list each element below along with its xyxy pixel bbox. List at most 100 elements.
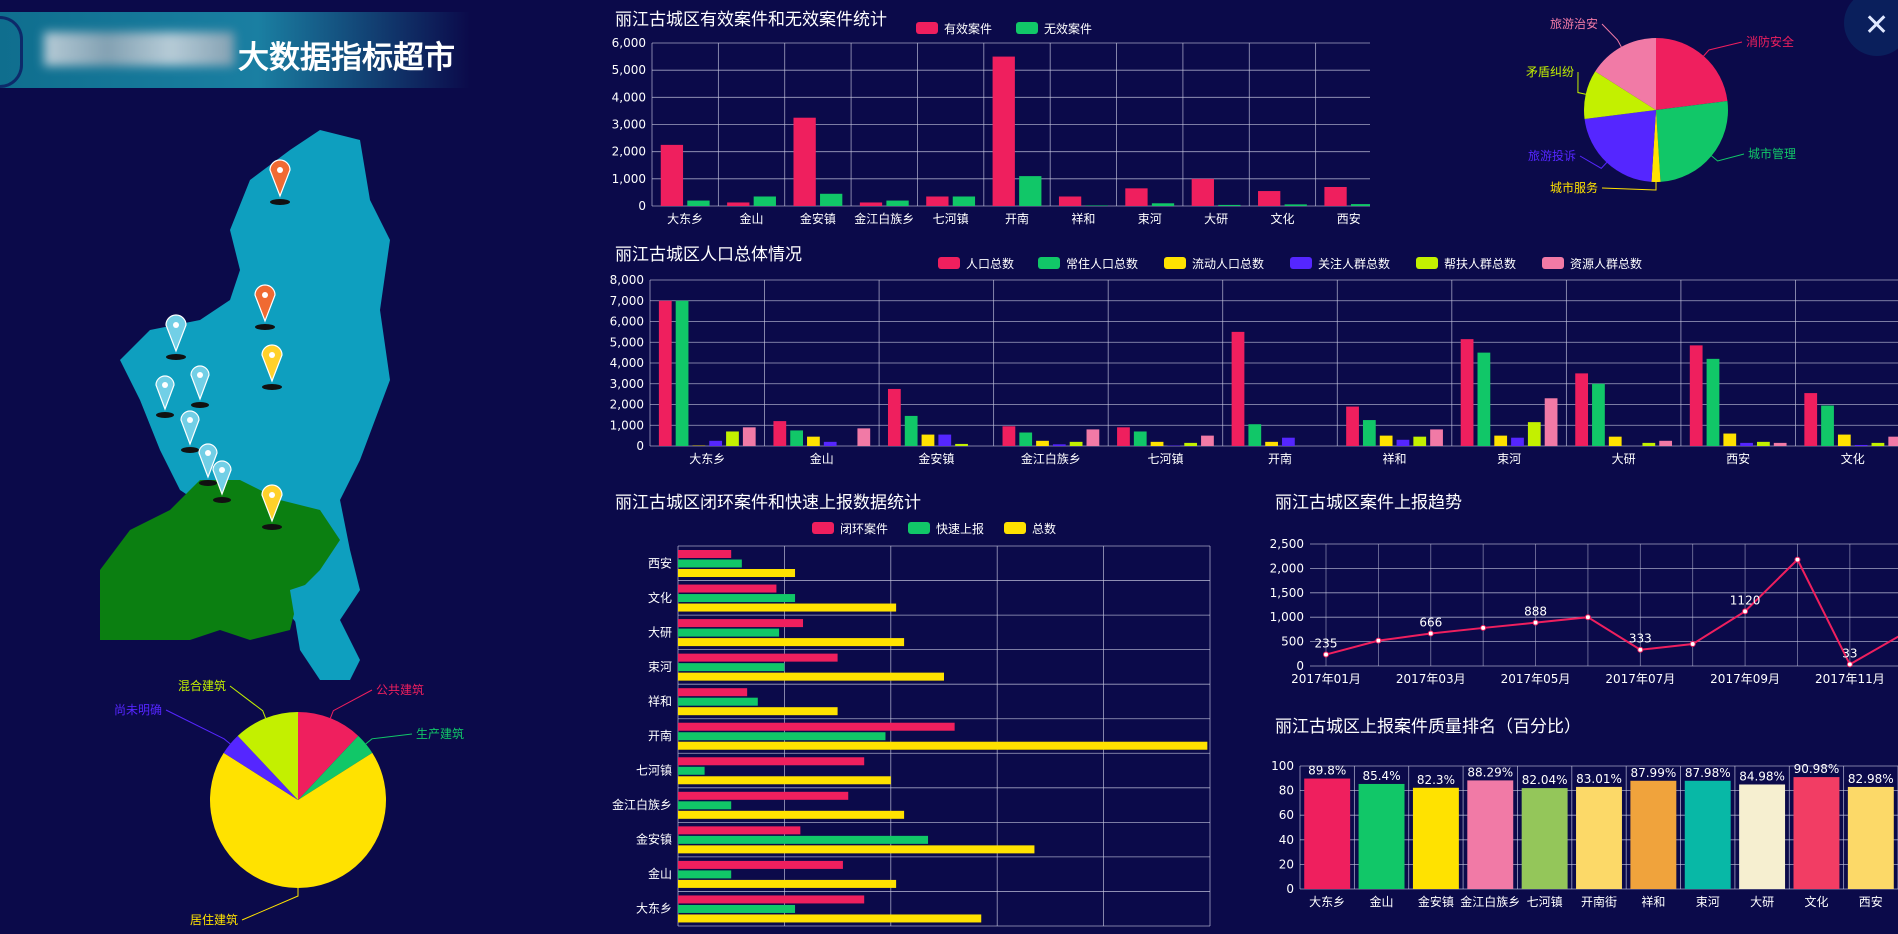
bar[interactable] [678,895,864,903]
bar[interactable] [1592,384,1605,446]
bar[interactable] [1838,435,1851,446]
bar[interactable] [1522,788,1568,889]
bar[interactable] [857,428,870,446]
bar[interactable] [1872,443,1885,446]
bar[interactable] [1265,442,1278,446]
bar[interactable] [1575,373,1588,446]
bar[interactable] [678,826,800,834]
bar[interactable] [1248,424,1261,446]
bar[interactable] [1232,332,1245,446]
bar[interactable] [678,776,891,784]
bar[interactable] [1201,436,1214,446]
bar[interactable] [678,870,731,878]
legend-label[interactable]: 资源人群总数 [1570,256,1642,271]
bar[interactable] [1134,431,1147,446]
bar[interactable] [726,431,739,446]
bar[interactable] [678,619,803,627]
bar[interactable] [1085,205,1107,206]
bar[interactable] [687,201,709,206]
legend-swatch[interactable] [916,22,938,34]
bar[interactable] [678,638,904,646]
bar[interactable] [1461,339,1474,446]
bar[interactable] [955,444,968,446]
bar[interactable] [1117,427,1130,446]
bar[interactable] [1821,406,1834,446]
bar[interactable] [1804,393,1817,446]
bar[interactable] [773,421,786,446]
bar[interactable] [1659,441,1672,446]
legend-swatch[interactable] [812,522,834,534]
bar[interactable] [1184,443,1197,446]
legend-label[interactable]: 帮扶人群总数 [1444,256,1516,271]
bar[interactable] [678,905,795,913]
bar[interactable] [1151,442,1164,446]
bar[interactable] [1609,437,1622,446]
bar[interactable] [1774,443,1787,446]
pie-slice[interactable] [1656,101,1728,182]
bar[interactable] [1528,422,1541,446]
legend-swatch[interactable] [1416,257,1438,269]
bar[interactable] [678,723,955,731]
bar[interactable] [922,435,935,446]
bar[interactable] [1685,781,1731,889]
bar[interactable] [754,196,776,206]
bar[interactable] [678,801,731,809]
bar[interactable] [905,416,918,446]
legend-label[interactable]: 总数 [1032,521,1056,536]
bar[interactable] [1351,204,1370,206]
bar[interactable] [678,550,731,558]
bar[interactable] [1430,429,1443,446]
bar[interactable] [1304,779,1350,889]
bar[interactable] [1397,440,1410,446]
data-point[interactable] [1481,625,1486,630]
legend-label[interactable]: 有效案件 [944,21,992,36]
data-point[interactable] [1795,557,1800,562]
legend-swatch[interactable] [1164,257,1186,269]
bar[interactable] [678,861,843,869]
bar[interactable] [1019,433,1032,446]
bar[interactable] [1070,442,1083,446]
bar[interactable] [678,654,838,662]
legend-label[interactable]: 人口总数 [966,256,1014,271]
pie-slice[interactable] [1585,110,1656,182]
data-point[interactable] [1690,642,1695,647]
bar[interactable] [1359,784,1405,889]
pie-slice[interactable] [1656,38,1727,110]
legend-swatch[interactable] [1290,257,1312,269]
bar[interactable] [993,57,1015,206]
bar[interactable] [1059,196,1081,206]
bar[interactable] [1723,434,1736,446]
bar[interactable] [678,732,885,740]
bar[interactable] [678,569,795,577]
bar[interactable] [709,441,722,446]
trend-line[interactable] [1326,560,1898,665]
bar[interactable] [661,145,683,206]
bar[interactable] [1380,436,1393,446]
data-point[interactable] [1376,638,1381,643]
bar[interactable] [1363,420,1376,446]
bar[interactable] [659,301,672,446]
bar[interactable] [678,836,928,844]
bar[interactable] [678,663,784,671]
bar[interactable] [1282,438,1295,446]
bar[interactable] [1125,188,1147,206]
bar[interactable] [678,673,944,681]
data-point[interactable] [1585,615,1590,620]
bar[interactable] [678,560,742,568]
bar[interactable] [1545,398,1558,446]
bar[interactable] [1888,437,1898,446]
bar[interactable] [1413,788,1459,889]
bar[interactable] [1346,407,1359,446]
bar[interactable] [1003,426,1016,446]
bar[interactable] [678,880,896,888]
bar[interactable] [1152,203,1174,206]
legend-swatch[interactable] [908,522,930,534]
legend-label[interactable]: 闭环案件 [840,521,888,536]
bar[interactable] [1324,187,1346,206]
legend-swatch[interactable] [938,257,960,269]
bar[interactable] [678,767,705,775]
bar[interactable] [1793,777,1839,889]
legend-swatch[interactable] [1038,257,1060,269]
bar[interactable] [820,194,842,206]
bar[interactable] [676,301,689,446]
